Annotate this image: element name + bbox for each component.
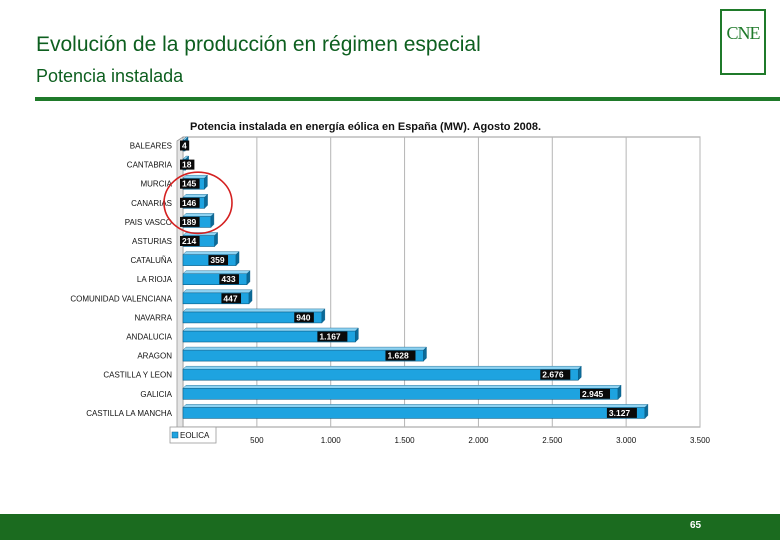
category-label: LA RIOJA [137,275,173,284]
bar [182,387,619,400]
bar-end [204,174,208,190]
bar [182,368,579,381]
category-label: ARAGON [137,352,172,361]
value-label-bg [317,331,348,342]
bar [182,407,646,419]
slide-subtitle: Potencia instalada [36,66,184,86]
category-label: ASTURIAS [132,237,172,246]
value-label-bg [208,255,229,266]
bar-end [210,212,215,228]
legend-box [169,426,217,444]
value-label: 189 [182,217,196,227]
value-label: 146 [182,198,196,208]
value-label: 940 [296,312,310,322]
value-label-bg [540,369,571,380]
value-label: 2.945 [582,389,604,399]
value-label: 145 [182,179,196,189]
value-label: 2.676 [542,370,564,380]
category-label: ANDALUCIA [126,333,172,342]
value-label: 3.127 [609,408,631,418]
bar-end [235,251,240,267]
bar-chart: Potencia instalada en energía eólica en … [70,121,711,445]
plot-area [182,136,701,428]
value-label: 1.628 [387,351,409,361]
category-label: MURCIA [140,180,172,189]
value-label: 447 [223,293,237,303]
bar-end [423,346,427,362]
x-tick-label: 2.000 [468,436,489,445]
x-tick-label: 3.000 [616,436,637,445]
x-tick-label: 500 [250,436,264,445]
x-tick-label: 2.500 [542,436,563,445]
value-label-bg [180,216,200,227]
bar-end [617,384,622,400]
category-label: GALICIA [140,390,172,399]
value-label-bg [180,197,200,208]
logo-text: CNE [726,23,761,43]
header-rule [35,97,780,101]
value-label-bg [180,236,200,246]
bar-end [321,308,326,324]
bar-end [246,270,251,286]
category-label: BALEARES [130,142,172,151]
value-label-bg [385,350,416,361]
legend-swatch [171,431,179,439]
bar-top [182,404,649,408]
bar-end [644,403,649,419]
x-tick-label: 1.000 [321,436,342,445]
value-label: 359 [210,255,224,265]
category-label: COMUNIDAD VALENCIANA [70,294,172,303]
bar-top [182,366,582,370]
chart-title: Potencia instalada en energía eólica en … [190,121,541,133]
category-label: NAVARRA [135,313,173,322]
x-tick-label: 1.500 [395,436,416,445]
category-label: CASTILLA LA MANCHA [86,409,172,418]
bar-end [204,193,208,209]
category-label: CASTILLA Y LEON [103,371,172,380]
slide-title: Evolución de la producción en régimen es… [36,33,481,56]
bar-top [182,270,251,274]
value-label-bg [606,407,637,418]
footer-bar: 65 [0,514,780,540]
bar-end [355,327,359,343]
value-label-bg [180,159,195,170]
value-label-bg [294,312,314,323]
value-label: 4 [182,141,187,151]
value-label-bg [180,140,190,151]
value-label-bg [180,178,200,189]
bar-top [182,385,622,389]
category-label: CANTABRIA [127,161,173,170]
category-label: PAIS VASCO [125,218,172,227]
x-tick-label: 3.500 [690,436,711,445]
bar-end [578,365,582,381]
value-label-bg [221,293,242,304]
category-label: CATALUÑA [131,256,173,265]
highlight-circle [163,171,233,235]
category-label: CANARIAS [131,199,172,208]
cne-logo: CNE [720,9,766,75]
value-label: 214 [182,236,196,246]
bar-end [214,232,218,247]
page-number: 65 [690,520,702,531]
bar-top [182,289,253,293]
legend-label: EOLICA [180,431,210,440]
value-label: 433 [221,274,235,284]
value-label-bg [219,274,239,285]
value-label: 1.167 [319,332,341,342]
value-label: 18 [182,160,192,170]
bar-end [248,289,253,305]
value-label-bg [580,388,611,399]
